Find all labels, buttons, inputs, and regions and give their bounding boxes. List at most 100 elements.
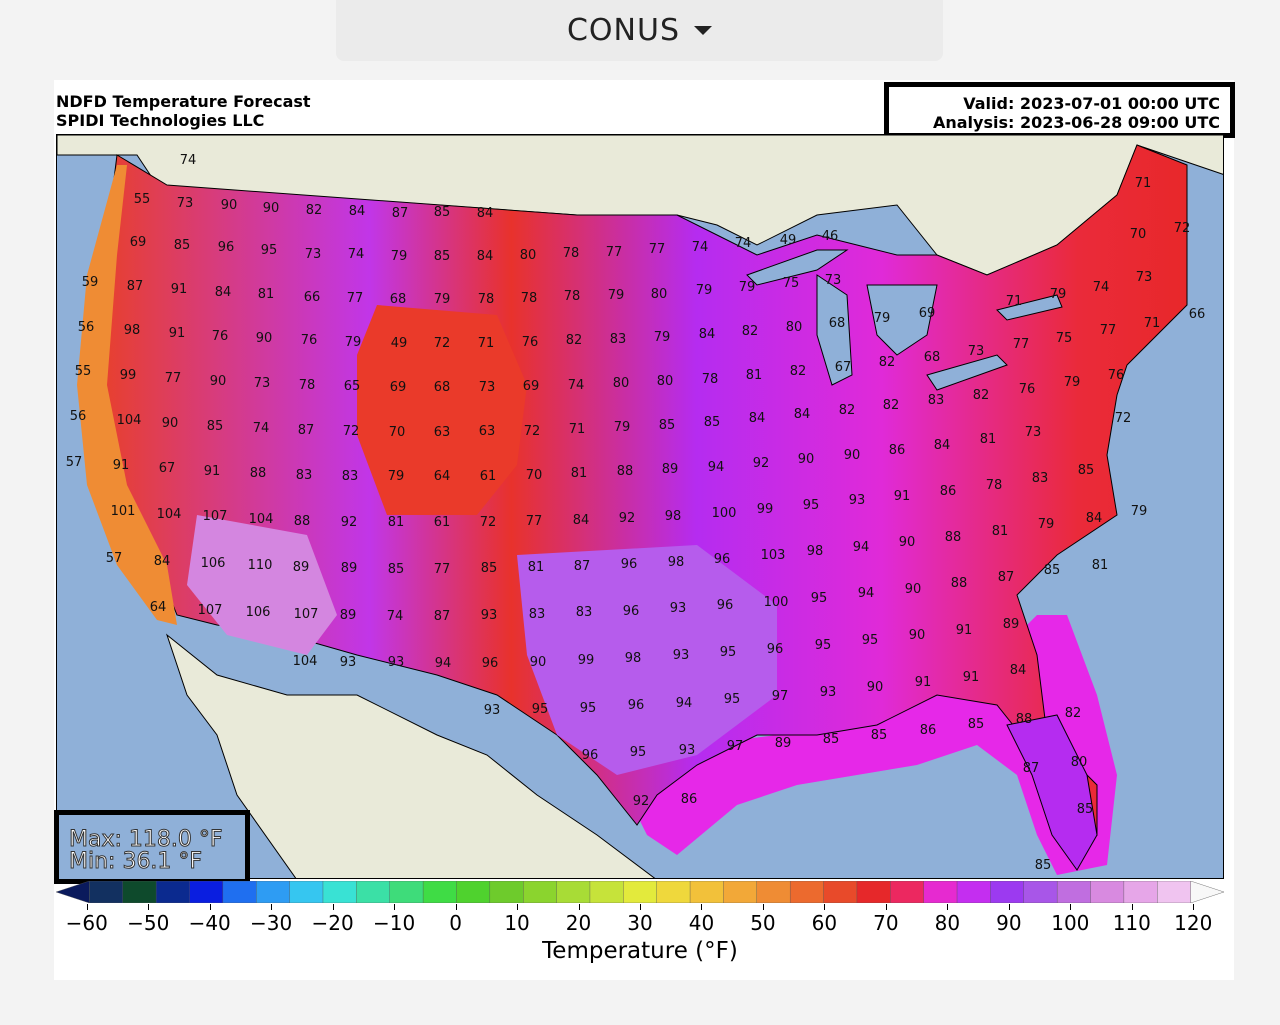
temperature-value-label: 85: [434, 249, 451, 264]
temperature-value-label: 79: [345, 335, 362, 350]
temperature-value-label: 79: [874, 311, 891, 326]
temperature-value-label: 107: [294, 607, 319, 622]
temperature-value-label: 64: [150, 600, 167, 615]
temperature-value-label: 82: [1065, 706, 1082, 721]
colorbar-tick: [517, 904, 519, 910]
temperature-value-label: 71: [1144, 316, 1161, 331]
temperature-value-label: 93: [673, 648, 690, 663]
temperature-value-label: 90: [256, 331, 273, 346]
colorbar-tick: [1008, 904, 1010, 910]
colorbar-tick: [271, 904, 273, 910]
temperature-value-label: 80: [786, 320, 803, 335]
temperature-value-label: 77: [1013, 337, 1030, 352]
temperature-value-label: 89: [341, 561, 358, 576]
temperature-value-label: 77: [347, 291, 364, 306]
temperature-value-label: 72: [343, 424, 360, 439]
colorbar-tick-label: 0: [449, 911, 462, 935]
temperature-value-label: 81: [746, 368, 763, 383]
temperature-value-label: 94: [676, 696, 693, 711]
colorbar-cell: [155, 881, 191, 903]
temperature-value-label: 76: [1019, 382, 1036, 397]
temperature-value-label: 93: [340, 655, 357, 670]
temperature-value-label: 88: [951, 576, 968, 591]
temperature-value-label: 71: [569, 422, 586, 437]
lake-michigan: [816, 274, 853, 386]
temperature-value-label: 85: [704, 415, 721, 430]
temperature-value-label: 88: [294, 514, 311, 529]
temperature-value-label: 94: [435, 656, 452, 671]
temperature-value-label: 83: [576, 605, 593, 620]
region-dropdown-label: CONUS: [566, 13, 680, 48]
colorbar-cell: [456, 881, 491, 903]
temperature-value-label: 98: [668, 555, 685, 570]
temperature-value-label: 100: [712, 506, 737, 521]
pacific-coast-band: [77, 165, 177, 625]
colorbar-cell: [1190, 881, 1224, 903]
map-canvas: 74 55 73 90 90 82 84 87 85 84 69 85 96 95 73 74 79 85 84 80…: [57, 135, 1223, 878]
lake-superior: [746, 249, 849, 286]
colorbar-cell: [189, 881, 224, 903]
colorbar-cell: [890, 881, 925, 903]
colorbar-cell: [1157, 881, 1192, 903]
temperature-value-label: 84: [1086, 511, 1103, 526]
temperature-value-label: 87: [998, 570, 1015, 585]
temperature-value-label: 104: [157, 507, 182, 522]
colorbar-tick-label: −40: [188, 911, 231, 935]
temperature-value-label: 70: [1130, 227, 1147, 242]
colorbar-cell: [56, 881, 90, 903]
temperature-value-label: 82: [306, 203, 323, 218]
temperature-value-label: 82: [742, 324, 759, 339]
colorbar-cell: [1090, 881, 1125, 903]
temperature-value-label: 61: [480, 469, 497, 484]
temperature-value-label: 104: [117, 413, 142, 428]
temperature-value-label: 68: [829, 316, 846, 331]
temperature-value-label: 78: [702, 372, 719, 387]
temperature-value-label: 78: [478, 292, 495, 307]
temperature-value-label: 97: [727, 739, 744, 754]
region-dropdown[interactable]: CONUS: [336, 0, 943, 61]
temperature-value-label: 94: [858, 586, 875, 601]
temperature-value-label: 82: [790, 364, 807, 379]
temperature-value-label: 87: [434, 609, 451, 624]
temperature-value-label: 80: [613, 376, 630, 391]
colorbar-cell: [856, 881, 891, 903]
colorbar-cell: [523, 881, 558, 903]
temperature-value-label: 104: [249, 512, 274, 527]
temperature-value-label: 87: [392, 206, 409, 221]
chevron-down-icon: [694, 26, 712, 35]
temperature-value-label: 82: [883, 398, 900, 413]
temperature-value-label: 85: [823, 732, 840, 747]
temperature-value-label: 61: [434, 515, 451, 530]
temperature-value-label: 76: [522, 335, 539, 350]
plains-region: [517, 545, 777, 775]
temperature-value-label: 85: [1035, 858, 1052, 873]
temperature-value-label: 74: [568, 378, 585, 393]
temperature-value-label: 79: [388, 469, 405, 484]
temperature-value-label: 71: [478, 336, 495, 351]
colorbar-cell: [956, 881, 992, 903]
colorbar-tick-label: 100: [1051, 911, 1090, 935]
florida: [1006, 714, 1098, 871]
temperature-value-label: 91: [956, 623, 973, 638]
temperature-value-label: 85: [174, 238, 191, 253]
temperature-value-label: 85: [968, 717, 985, 732]
temperature-value-label: 106: [201, 556, 226, 571]
temperature-value-label: 79: [608, 288, 625, 303]
temperature-value-label: 84: [349, 204, 366, 219]
temperature-value-label: 76: [1108, 368, 1125, 383]
temperature-value-label: 90: [867, 680, 884, 695]
colorbar-tick-label: 110: [1112, 911, 1151, 935]
temperature-value-label: 84: [794, 407, 811, 422]
temperature-value-label: 79: [434, 292, 451, 307]
temperature-value-label: 79: [739, 280, 756, 295]
colorbar-tick-label: −60: [65, 911, 108, 935]
temperature-value-label: 83: [296, 468, 313, 483]
colorbar-tick: [885, 904, 887, 910]
temperature-value-label: 84: [477, 249, 494, 264]
temperature-value-label: 95: [532, 702, 549, 717]
temperature-value-label: 81: [528, 560, 545, 575]
temperature-value-label: 70: [526, 468, 543, 483]
colorbar-cell: [589, 881, 625, 903]
valid-time: Valid: 2023-07-01 00:00 UTC: [963, 94, 1220, 113]
temperature-value-label: 82: [973, 388, 990, 403]
